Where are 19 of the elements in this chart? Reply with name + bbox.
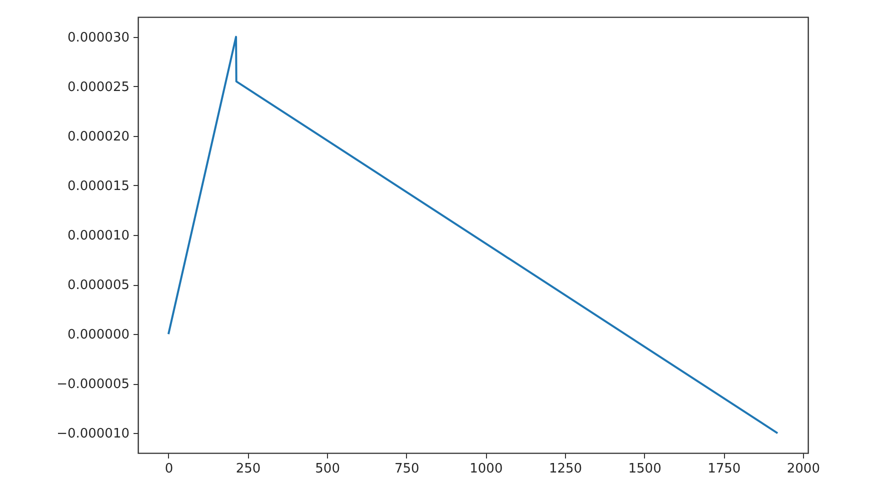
y-tick-label: 0.000010: [67, 228, 130, 244]
y-tick-label: 0.000000: [67, 328, 130, 343]
y-tick-label: 0.000020: [67, 129, 130, 144]
y-tick-label: 0.000030: [67, 30, 130, 46]
x-tick-label: 2000: [786, 462, 820, 476]
x-tick-label: 750: [394, 462, 420, 476]
x-tick-label: 500: [315, 462, 340, 476]
x-tick-label: 1000: [470, 462, 503, 476]
x-tick-label: 250: [236, 462, 261, 476]
y-tick-label: −0.000005: [56, 377, 130, 392]
y-tick-label: 0.000025: [67, 80, 130, 95]
x-tick-label: 1500: [628, 462, 662, 476]
y-tick-label: 0.000005: [67, 278, 130, 294]
x-tick-label: 1250: [548, 462, 582, 476]
y-tick-label: 0.000015: [67, 178, 130, 194]
x-tick-label: 0: [164, 462, 174, 476]
y-tick-label: −0.000010: [56, 426, 130, 442]
line-series: [167, 36, 779, 434]
x-tick-label: 1750: [708, 462, 741, 476]
